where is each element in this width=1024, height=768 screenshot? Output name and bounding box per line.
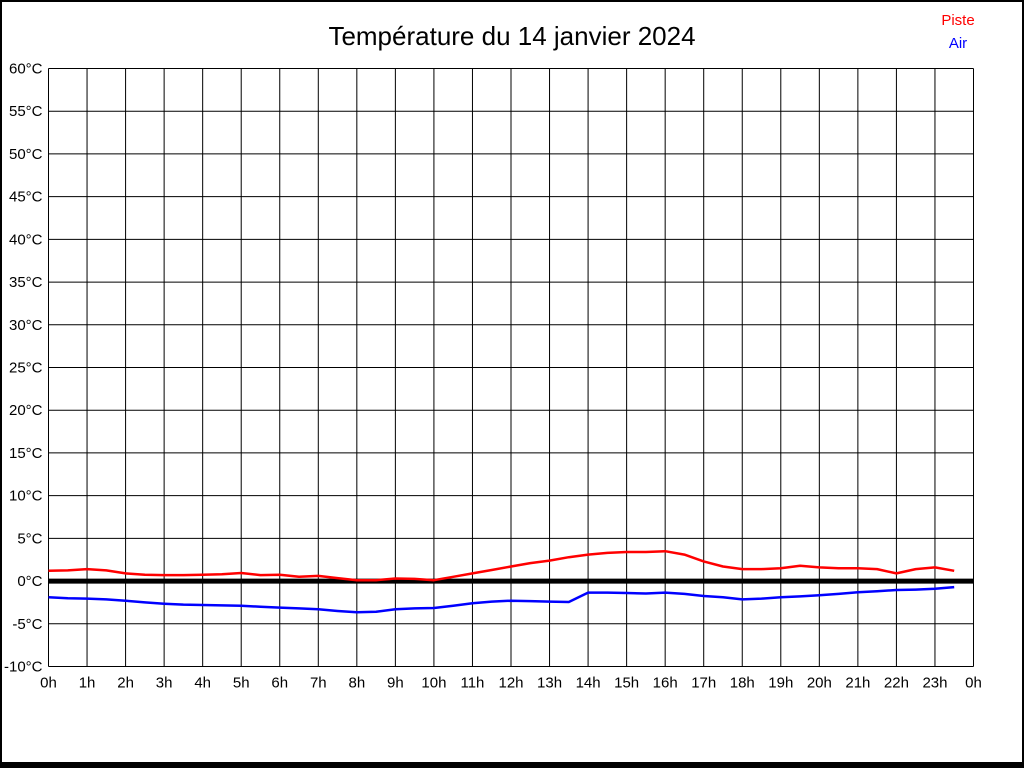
y-axis-tick-label: 5°C	[17, 530, 42, 547]
x-axis-tick-label: 23h	[922, 675, 947, 692]
y-axis-tick-label: 35°C	[9, 274, 43, 291]
y-axis-tick-label: 40°C	[9, 231, 43, 248]
x-axis-tick-label: 1h	[79, 675, 96, 692]
x-axis-tick-label: 7h	[310, 675, 327, 692]
y-axis-tick-label: 15°C	[9, 445, 43, 462]
y-axis-tick-label: 25°C	[9, 360, 43, 377]
x-axis-tick-label: 20h	[807, 675, 832, 692]
y-axis-tick-label: 60°C	[9, 61, 43, 78]
y-axis-tick-label: 10°C	[9, 488, 43, 505]
x-axis-tick-label: 4h	[194, 675, 211, 692]
y-axis-tick-label: -5°C	[12, 616, 42, 633]
series-air-line	[48, 585, 955, 614]
x-axis-tick-label: 5h	[233, 675, 250, 692]
x-axis-tick-label: 2h	[117, 675, 134, 692]
x-axis-tick-label: 0h	[965, 675, 982, 692]
x-axis-tick-label: 10h	[421, 675, 446, 692]
x-axis-tick-label: 16h	[653, 675, 678, 692]
chart-legend: Piste Air	[918, 9, 998, 55]
y-axis-tick-label: 55°C	[9, 103, 43, 120]
y-axis-tick-label: 50°C	[9, 146, 43, 163]
x-axis-tick-label: 18h	[730, 675, 755, 692]
x-axis-tick-label: 8h	[348, 675, 365, 692]
legend-item-air: Air	[948, 35, 968, 52]
series-piste-line	[48, 549, 955, 582]
x-axis-tick-label: 22h	[884, 675, 909, 692]
y-axis-tick-label: 20°C	[9, 402, 43, 419]
x-axis-tick-label: 11h	[460, 675, 484, 692]
x-axis-tick-label: 13h	[537, 675, 562, 692]
legend-item-piste: Piste	[941, 12, 975, 29]
x-axis-tick-label: 17h	[691, 675, 716, 692]
x-axis-tick-label: 3h	[156, 675, 173, 692]
x-axis-tick-label: 21h	[845, 675, 870, 692]
y-axis-tick-label: -10°C	[4, 659, 43, 676]
y-axis-tick-label: 45°C	[9, 189, 43, 206]
x-axis-tick-label: 6h	[271, 675, 288, 692]
x-axis-tick-label: 9h	[387, 675, 404, 692]
y-axis-tick-label: 0°C	[17, 573, 42, 590]
y-axis-tick-label: 30°C	[9, 317, 43, 334]
x-axis-tick-label: 0h	[40, 675, 57, 692]
x-axis-tick-label: 12h	[498, 675, 523, 692]
x-axis-tick-label: 15h	[614, 675, 639, 692]
chart-title: Température du 14 janvier 2024	[328, 21, 696, 51]
x-axis-tick-label: 19h	[768, 675, 793, 692]
x-axis-tick-label: 14h	[576, 675, 601, 692]
